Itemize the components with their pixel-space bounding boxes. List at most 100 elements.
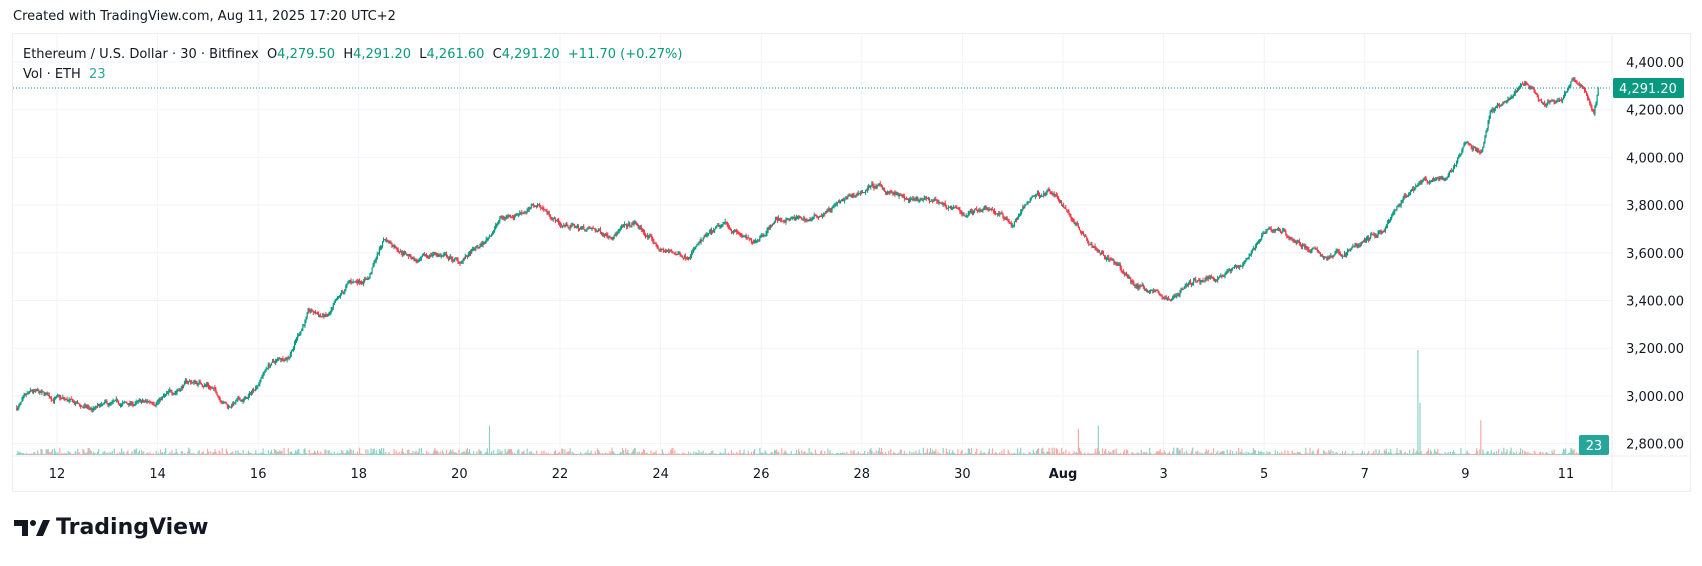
candle-down xyxy=(642,229,645,233)
volume-bar xyxy=(439,451,441,455)
volume-bar xyxy=(1197,450,1199,455)
candle-down xyxy=(830,209,832,211)
volume-bar xyxy=(583,453,585,455)
volume-bar xyxy=(1087,452,1089,455)
candle-down xyxy=(463,258,465,260)
volume-bar xyxy=(293,453,296,455)
candle-up xyxy=(97,404,100,406)
candle-up xyxy=(1282,230,1284,232)
volume-bar xyxy=(726,453,728,455)
candle-up xyxy=(197,382,199,385)
candle-down xyxy=(1294,240,1296,243)
volume-bar xyxy=(704,452,706,455)
candle-down xyxy=(1441,176,1443,180)
volume-bar xyxy=(140,450,143,455)
candle-up xyxy=(617,230,619,233)
volume-bar xyxy=(1557,453,1559,455)
volume-bar xyxy=(443,453,446,455)
volume-bar xyxy=(534,453,537,455)
volume-bar xyxy=(752,451,755,455)
tradingview-logo[interactable]: TradingView xyxy=(14,515,208,540)
volume-bar xyxy=(1041,448,1043,455)
candle-down xyxy=(1186,284,1188,286)
candle-down xyxy=(1589,100,1591,104)
candle-up xyxy=(965,215,967,217)
candle-down xyxy=(59,395,61,398)
candle-up xyxy=(417,261,419,263)
candle-up xyxy=(212,388,214,390)
volume-bar xyxy=(619,451,622,455)
volume-bar xyxy=(161,451,164,455)
volume-bar xyxy=(1301,453,1303,455)
volume-bar xyxy=(391,453,393,455)
volume-bar xyxy=(1189,453,1192,455)
candle-up xyxy=(242,399,244,402)
candle-up xyxy=(109,403,111,405)
volume-bar xyxy=(99,453,101,455)
candle-down xyxy=(821,215,823,217)
volume-bar xyxy=(291,453,294,455)
candle-up xyxy=(92,408,94,411)
volume-bar xyxy=(335,453,338,455)
volume-bar xyxy=(1293,452,1295,455)
volume-bar xyxy=(982,453,984,455)
candle-down xyxy=(820,215,822,217)
volume-bar xyxy=(29,453,32,455)
volume-bar xyxy=(220,453,222,455)
volume-bar xyxy=(659,453,661,455)
volume-bar xyxy=(283,447,285,455)
candle-up xyxy=(518,214,520,216)
candle-down xyxy=(1467,141,1469,144)
candle-up xyxy=(57,395,59,397)
candle-down xyxy=(194,380,196,383)
candle-down xyxy=(1535,92,1537,95)
candle-up xyxy=(1114,262,1116,264)
symbol-title[interactable]: Ethereum / U.S. Dollar · 30 · Bitfinex xyxy=(23,47,259,62)
candle-up xyxy=(319,315,321,317)
candle-up xyxy=(1245,258,1247,261)
volume-bar xyxy=(839,452,842,455)
candle-down xyxy=(511,217,514,219)
candle-down xyxy=(151,402,153,404)
candle-up xyxy=(1458,154,1460,159)
candle-up xyxy=(1367,238,1369,240)
candle-up xyxy=(183,381,186,385)
candle-down xyxy=(172,393,174,395)
volume-bar xyxy=(993,453,996,455)
candle-down xyxy=(1383,230,1385,232)
candle-up xyxy=(1481,150,1483,153)
candle-down xyxy=(641,229,644,231)
candle-up xyxy=(337,296,340,298)
volume-bar xyxy=(1525,452,1527,455)
candle-up xyxy=(1568,86,1570,89)
candle-down xyxy=(752,242,755,244)
volume-bar xyxy=(1499,453,1501,455)
volume-bar xyxy=(1452,450,1455,455)
volume-bar xyxy=(1027,453,1029,455)
candle-up xyxy=(1228,269,1230,272)
candle-down xyxy=(594,229,596,232)
candle-up xyxy=(698,241,700,244)
volume-bar xyxy=(840,453,843,455)
candle-up xyxy=(266,368,268,370)
volume-bar xyxy=(1010,453,1012,455)
volume-bar xyxy=(259,453,261,455)
candle-down xyxy=(1479,151,1481,153)
volume-bar xyxy=(1120,453,1122,455)
candle-down xyxy=(1102,253,1105,256)
candle-down xyxy=(897,193,899,197)
volume-bar xyxy=(111,450,113,455)
volume-bar xyxy=(53,448,56,455)
volume-bar xyxy=(1550,453,1552,455)
volume-bar xyxy=(200,453,202,455)
candle-up xyxy=(148,401,150,403)
volume-bar xyxy=(554,450,557,455)
candle-down xyxy=(1051,192,1053,194)
volume-bar xyxy=(203,453,206,455)
volume-bar xyxy=(799,451,801,455)
candle-up xyxy=(627,225,629,227)
volume-bar xyxy=(249,453,252,455)
candle-down xyxy=(287,357,289,359)
candle-down xyxy=(1092,246,1094,248)
